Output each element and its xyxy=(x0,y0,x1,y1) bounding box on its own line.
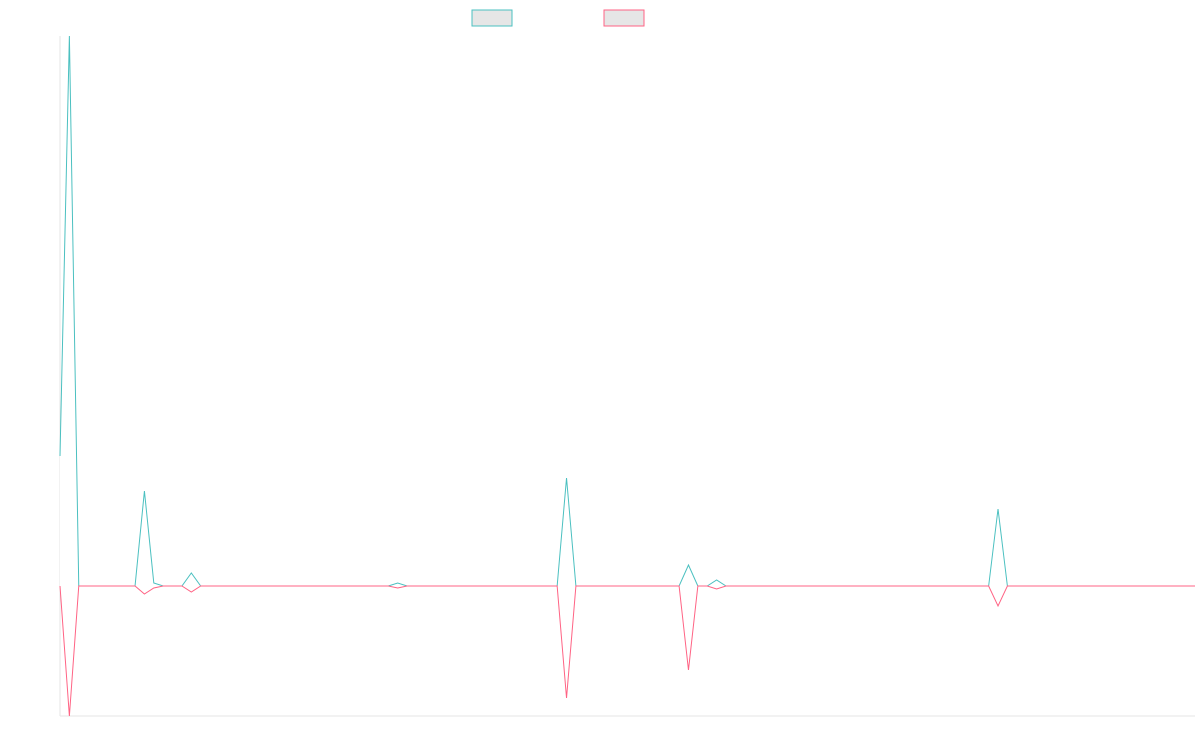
series-2 xyxy=(59,585,1195,717)
chart-axes xyxy=(59,36,1195,717)
legend-item-1[interactable] xyxy=(471,9,513,27)
legend-swatch-2[interactable] xyxy=(603,9,645,27)
series-line-2 xyxy=(59,585,1195,717)
series-line-1 xyxy=(59,35,1195,587)
series-1 xyxy=(59,35,1195,587)
series-area-1 xyxy=(60,36,1195,586)
legend-item-2[interactable] xyxy=(603,9,645,27)
legend-swatch-1[interactable] xyxy=(471,9,513,27)
chart-series-layer xyxy=(59,35,1195,717)
chart-legend xyxy=(471,9,645,27)
series-area-2 xyxy=(60,586,1195,716)
